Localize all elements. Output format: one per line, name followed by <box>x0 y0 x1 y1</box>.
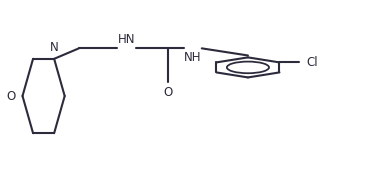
Text: O: O <box>7 89 16 103</box>
Text: Cl: Cl <box>306 56 318 69</box>
Text: NH: NH <box>184 51 202 64</box>
Text: HN: HN <box>118 33 135 46</box>
Text: N: N <box>50 41 58 54</box>
Text: O: O <box>163 86 172 99</box>
